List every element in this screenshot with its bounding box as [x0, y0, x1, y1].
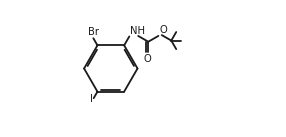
Text: I: I	[90, 94, 93, 104]
Text: O: O	[159, 25, 167, 35]
Text: Br: Br	[88, 27, 99, 37]
Text: O: O	[144, 54, 151, 64]
Text: NH: NH	[130, 26, 145, 36]
